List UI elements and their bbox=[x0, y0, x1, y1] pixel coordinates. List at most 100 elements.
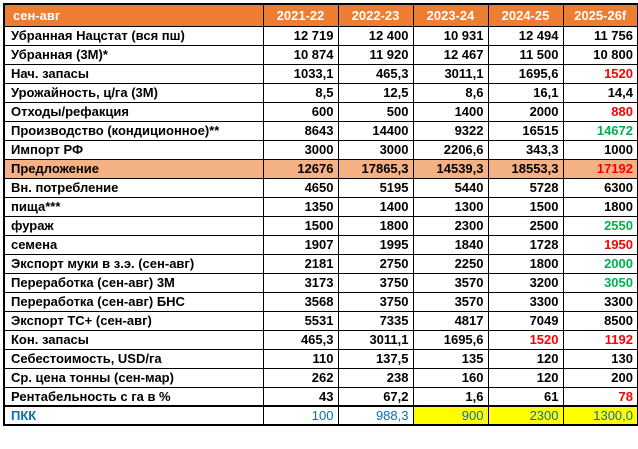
cell[interactable]: 14539,3 bbox=[412, 158, 489, 179]
cell[interactable]: 8,5 bbox=[262, 82, 339, 103]
cell[interactable]: 4817 bbox=[412, 310, 489, 331]
cell[interactable]: 7049 bbox=[487, 310, 564, 331]
cell[interactable]: 1995 bbox=[337, 234, 414, 255]
cell[interactable]: 11 920 bbox=[337, 44, 414, 65]
cell[interactable]: 1520 bbox=[487, 329, 564, 350]
cell[interactable]: 8,6 bbox=[412, 82, 489, 103]
cell[interactable]: 100 bbox=[262, 405, 339, 426]
header-year-cell[interactable]: 2022-23 bbox=[337, 3, 414, 27]
cell[interactable]: 4650 bbox=[262, 177, 339, 198]
cell[interactable]: 1,6 bbox=[412, 386, 489, 407]
cell[interactable]: 600 bbox=[262, 101, 339, 122]
cell[interactable]: 130 bbox=[562, 348, 638, 369]
row-label[interactable]: Рентабельность с га в % bbox=[3, 386, 264, 407]
cell[interactable]: 12 467 bbox=[412, 44, 489, 65]
cell[interactable]: 110 bbox=[262, 348, 339, 369]
cell[interactable]: 14672 bbox=[562, 120, 638, 141]
cell[interactable]: 5531 bbox=[262, 310, 339, 331]
cell[interactable]: 3000 bbox=[337, 139, 414, 160]
cell[interactable]: 3568 bbox=[262, 291, 339, 312]
header-year-cell[interactable]: 2024-25 bbox=[487, 3, 564, 27]
cell[interactable]: 262 bbox=[262, 367, 339, 388]
cell[interactable]: 1400 bbox=[337, 196, 414, 217]
cell[interactable]: 2750 bbox=[337, 253, 414, 274]
cell[interactable]: 238 bbox=[337, 367, 414, 388]
cell[interactable]: 8500 bbox=[562, 310, 638, 331]
row-label[interactable]: Убранная (3М)* bbox=[3, 44, 264, 65]
cell[interactable]: 900 bbox=[412, 405, 489, 426]
row-label[interactable]: Переработка (сен-авг) 3М bbox=[3, 272, 264, 293]
cell[interactable]: 43 bbox=[262, 386, 339, 407]
row-label[interactable]: Экспорт муки в з.э. (сен-авг) bbox=[3, 253, 264, 274]
row-label[interactable]: Убранная Нацстат (вся пш) bbox=[3, 25, 264, 46]
row-label[interactable]: Кон. запасы bbox=[3, 329, 264, 350]
cell[interactable]: 67,2 bbox=[337, 386, 414, 407]
cell[interactable]: 3570 bbox=[412, 272, 489, 293]
cell[interactable]: 14,4 bbox=[562, 82, 638, 103]
cell[interactable]: 160 bbox=[412, 367, 489, 388]
cell[interactable]: 1695,6 bbox=[487, 63, 564, 84]
cell[interactable]: 2181 bbox=[262, 253, 339, 274]
row-label[interactable]: ПКК bbox=[3, 405, 264, 426]
row-label[interactable]: пища*** bbox=[3, 196, 264, 217]
row-label[interactable]: Переработка (сен-авг) БНС bbox=[3, 291, 264, 312]
cell[interactable]: 2300 bbox=[487, 405, 564, 426]
header-corner-cell[interactable]: сен-авг bbox=[3, 3, 264, 27]
cell[interactable]: 3011,1 bbox=[337, 329, 414, 350]
cell[interactable]: 10 931 bbox=[412, 25, 489, 46]
cell[interactable]: 1695,6 bbox=[412, 329, 489, 350]
cell[interactable]: 120 bbox=[487, 367, 564, 388]
cell[interactable]: 18553,3 bbox=[487, 158, 564, 179]
row-label[interactable]: Производство (кондиционное)** bbox=[3, 120, 264, 141]
cell[interactable]: 2000 bbox=[562, 253, 638, 274]
cell[interactable]: 12,5 bbox=[337, 82, 414, 103]
cell[interactable]: 1907 bbox=[262, 234, 339, 255]
cell[interactable]: 1400 bbox=[412, 101, 489, 122]
header-year-cell[interactable]: 2023-24 bbox=[412, 3, 489, 27]
cell[interactable]: 1800 bbox=[487, 253, 564, 274]
cell[interactable]: 6300 bbox=[562, 177, 638, 198]
cell[interactable]: 1728 bbox=[487, 234, 564, 255]
cell[interactable]: 16515 bbox=[487, 120, 564, 141]
cell[interactable]: 120 bbox=[487, 348, 564, 369]
cell[interactable]: 500 bbox=[337, 101, 414, 122]
cell[interactable]: 465,3 bbox=[337, 63, 414, 84]
cell[interactable]: 7335 bbox=[337, 310, 414, 331]
cell[interactable]: 12 400 bbox=[337, 25, 414, 46]
cell[interactable]: 10 874 bbox=[262, 44, 339, 65]
cell[interactable]: 1500 bbox=[487, 196, 564, 217]
cell[interactable]: 2300 bbox=[412, 215, 489, 236]
cell[interactable]: 9322 bbox=[412, 120, 489, 141]
cell[interactable]: 880 bbox=[562, 101, 638, 122]
cell[interactable]: 988,3 bbox=[337, 405, 414, 426]
cell[interactable]: 137,5 bbox=[337, 348, 414, 369]
cell[interactable]: 12 719 bbox=[262, 25, 339, 46]
cell[interactable]: 8643 bbox=[262, 120, 339, 141]
cell[interactable]: 3750 bbox=[337, 291, 414, 312]
cell[interactable]: 3050 bbox=[562, 272, 638, 293]
row-label[interactable]: фураж bbox=[3, 215, 264, 236]
cell[interactable]: 3300 bbox=[562, 291, 638, 312]
cell[interactable]: 1520 bbox=[562, 63, 638, 84]
header-year-cell[interactable]: 2021-22 bbox=[262, 3, 339, 27]
cell[interactable]: 10 800 bbox=[562, 44, 638, 65]
row-label[interactable]: Нач. запасы bbox=[3, 63, 264, 84]
cell[interactable]: 2550 bbox=[562, 215, 638, 236]
cell[interactable]: 5728 bbox=[487, 177, 564, 198]
cell[interactable]: 1800 bbox=[337, 215, 414, 236]
cell[interactable]: 1840 bbox=[412, 234, 489, 255]
cell[interactable]: 2250 bbox=[412, 253, 489, 274]
cell[interactable]: 3200 bbox=[487, 272, 564, 293]
cell[interactable]: 12676 bbox=[262, 158, 339, 179]
cell[interactable]: 17865,3 bbox=[337, 158, 414, 179]
cell[interactable]: 1500 bbox=[262, 215, 339, 236]
row-label[interactable]: Предложение bbox=[3, 158, 264, 179]
cell[interactable]: 1800 bbox=[562, 196, 638, 217]
cell[interactable]: 3011,1 bbox=[412, 63, 489, 84]
cell[interactable]: 1950 bbox=[562, 234, 638, 255]
cell[interactable]: 1033,1 bbox=[262, 63, 339, 84]
cell[interactable]: 78 bbox=[562, 386, 638, 407]
cell[interactable]: 16,1 bbox=[487, 82, 564, 103]
cell[interactable]: 3570 bbox=[412, 291, 489, 312]
cell[interactable]: 1300 bbox=[412, 196, 489, 217]
